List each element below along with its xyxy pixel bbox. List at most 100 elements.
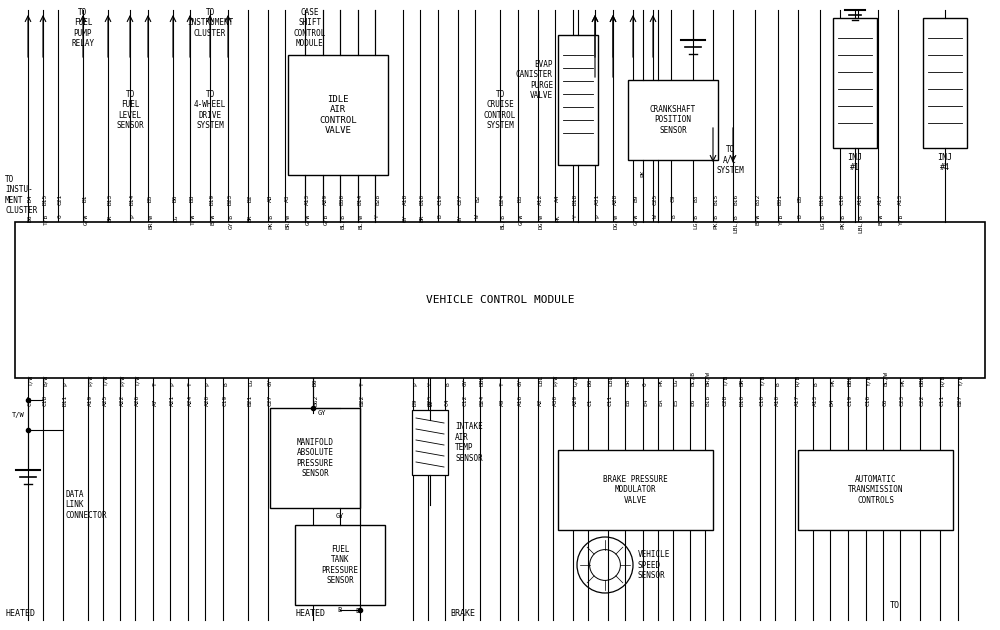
- Text: D9: D9: [413, 399, 418, 406]
- Text: D19: D19: [210, 194, 215, 205]
- Text: D6: D6: [173, 194, 178, 202]
- Text: GY: GY: [463, 379, 468, 386]
- Text: A16: A16: [518, 395, 523, 406]
- Text: A30: A30: [553, 395, 558, 406]
- Text: B: B: [671, 214, 676, 218]
- Text: D18: D18: [573, 194, 578, 205]
- Text: C16: C16: [866, 395, 871, 406]
- Text: A8: A8: [268, 194, 273, 202]
- Text: PK: PK: [555, 214, 560, 222]
- Text: TO
INSTRUMENT
CLUSTER: TO INSTRUMENT CLUSTER: [187, 8, 233, 38]
- Text: LBL: LBL: [608, 375, 613, 386]
- Text: IDLE
AIR
CONTROL
VALVE: IDLE AIR CONTROL VALVE: [319, 95, 357, 135]
- Text: GY: GY: [403, 214, 408, 222]
- Text: Y: Y: [375, 214, 380, 218]
- Text: TO: TO: [890, 601, 900, 610]
- Text: A29: A29: [573, 395, 578, 406]
- Text: D13: D13: [108, 194, 113, 205]
- Text: TO
FUEL
PUMP
RELAY: TO FUEL PUMP RELAY: [71, 8, 95, 49]
- Text: LG/B: LG/B: [693, 214, 698, 229]
- Text: TO
4-WHEEL
DRIVE
SYSTEM: TO 4-WHEEL DRIVE SYSTEM: [194, 90, 226, 130]
- Text: CASE
SHIFT
CONTROL
MODULE: CASE SHIFT CONTROL MODULE: [294, 8, 326, 49]
- Text: B32: B32: [755, 194, 760, 205]
- Text: TO
CRUISE
CONTROL
SYSTEM: TO CRUISE CONTROL SYSTEM: [484, 90, 516, 130]
- Bar: [558, 450, 713, 530]
- Text: INJ
#4: INJ #4: [938, 153, 952, 173]
- Text: G/W: G/W: [305, 214, 310, 226]
- Text: D5: D5: [148, 194, 153, 202]
- Text: C12: C12: [463, 395, 468, 406]
- Text: DBL: DBL: [480, 375, 485, 386]
- Text: P/W: P/W: [88, 375, 93, 386]
- Text: A24: A24: [188, 395, 193, 406]
- Text: BRAKE: BRAKE: [450, 609, 475, 618]
- Text: BR/W: BR/W: [285, 214, 290, 229]
- Text: Y/B: Y/B: [898, 214, 903, 226]
- Text: EA: EA: [658, 399, 663, 406]
- Text: A25: A25: [103, 395, 108, 406]
- Text: G/B: G/B: [573, 375, 578, 386]
- Text: BL/W: BL/W: [883, 371, 888, 386]
- Text: B2: B2: [475, 194, 480, 202]
- Bar: [833, 18, 877, 148]
- Text: A21: A21: [170, 395, 175, 406]
- Text: C27: C27: [268, 395, 273, 406]
- Text: HEATED: HEATED: [295, 609, 325, 618]
- Text: E4: E4: [643, 399, 648, 406]
- Text: B: B: [438, 214, 443, 218]
- Text: TO
A/C
SYSTEM: TO A/C SYSTEM: [716, 145, 744, 175]
- Text: BR: BR: [248, 214, 253, 222]
- Text: Y: Y: [428, 382, 433, 386]
- Text: G/W: G/W: [83, 214, 88, 226]
- Text: P: P: [205, 382, 210, 386]
- Text: A22: A22: [120, 395, 125, 406]
- Text: T/B: T/B: [43, 214, 48, 226]
- Text: P: P: [170, 382, 175, 386]
- Text: T: T: [188, 382, 193, 386]
- Text: A18: A18: [403, 194, 408, 205]
- Text: A13: A13: [813, 395, 818, 406]
- Text: A10: A10: [858, 194, 863, 205]
- Text: DG/W: DG/W: [613, 214, 618, 229]
- Text: A12: A12: [538, 194, 543, 205]
- Text: DBL: DBL: [848, 375, 853, 386]
- Text: D23: D23: [228, 194, 233, 205]
- Text: R/B: R/B: [795, 375, 800, 386]
- Text: B31: B31: [778, 194, 783, 205]
- Text: BR: BR: [108, 214, 113, 222]
- Text: VEHICLE
SPEED
SENSOR: VEHICLE SPEED SENSOR: [638, 550, 670, 580]
- Text: D4: D4: [28, 194, 33, 202]
- Text: A13: A13: [305, 194, 310, 205]
- Text: B: B: [445, 382, 450, 386]
- Text: A2: A2: [538, 399, 543, 406]
- Text: D8: D8: [190, 194, 195, 202]
- Text: T: T: [500, 382, 505, 386]
- Text: D11: D11: [63, 395, 68, 406]
- Text: A26: A26: [135, 395, 140, 406]
- Text: A17: A17: [795, 395, 800, 406]
- Text: Y/B: Y/B: [958, 375, 963, 386]
- Text: INJ
#1: INJ #1: [848, 153, 862, 173]
- Text: T: T: [153, 382, 158, 386]
- Text: T/B: T/B: [723, 375, 728, 386]
- Text: PK/B: PK/B: [840, 214, 845, 229]
- Text: C27: C27: [458, 194, 463, 205]
- Text: B: B: [338, 607, 342, 613]
- Text: A19: A19: [88, 395, 93, 406]
- Text: D2: D2: [248, 194, 253, 202]
- Text: DATA
LINK
CONNECTOR: DATA LINK CONNECTOR: [65, 490, 107, 520]
- Text: PK/B: PK/B: [713, 214, 718, 229]
- Text: B: B: [355, 608, 359, 614]
- Text: B/W: B/W: [43, 375, 48, 386]
- Text: G/B: G/B: [323, 214, 328, 226]
- Bar: [923, 18, 967, 148]
- Text: GY: GY: [518, 379, 523, 386]
- Text: AUTOMATIC
TRANSMISSION
CONTROLS: AUTOMATIC TRANSMISSION CONTROLS: [848, 475, 903, 505]
- Bar: [412, 410, 448, 475]
- Text: B4: B4: [830, 399, 835, 406]
- Text: P/W: P/W: [120, 375, 125, 386]
- Text: Y/B: Y/B: [778, 214, 783, 226]
- Bar: [270, 408, 360, 508]
- Bar: [558, 35, 598, 165]
- Text: D3: D3: [518, 194, 523, 202]
